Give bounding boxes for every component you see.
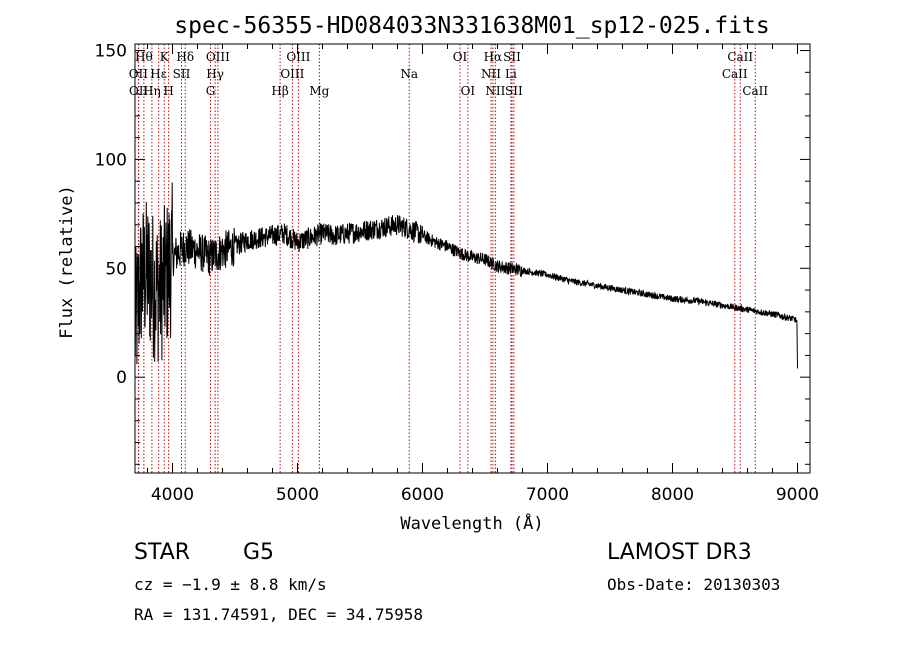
- redshift-cz: cz = −1.9 ± 8.8 km/s: [134, 575, 327, 594]
- spectral-line-label: CaII: [742, 84, 768, 98]
- y-tick-label: 50: [105, 259, 127, 279]
- y-tick-label: 100: [95, 150, 127, 170]
- spectral-subclass: G5: [243, 540, 275, 565]
- x-tick-label: 4000: [151, 485, 194, 505]
- y-axis-label: Flux (relative): [57, 185, 77, 339]
- spectral-line-label: Hη: [143, 84, 161, 98]
- spectral-line-label: OII: [129, 67, 149, 81]
- spectral-line-label: CaII: [722, 67, 748, 81]
- spectral-line-label: OI: [461, 84, 476, 98]
- spectral-line-label: SII: [505, 84, 523, 98]
- spectral-line-label: SII: [503, 50, 521, 64]
- spectral-line-label: Li: [505, 67, 517, 81]
- spectral-line-label: Hδ: [176, 50, 194, 64]
- chart-title: spec-56355-HD084033N331638M01_sp12-025.f…: [174, 13, 769, 39]
- spectral-line-label: NII: [481, 67, 501, 81]
- spectral-line-label: OIII: [286, 50, 310, 64]
- spectrum-line: [134, 182, 798, 369]
- spectral-line-label: OI: [453, 50, 468, 64]
- x-tick-label: 9000: [776, 485, 819, 505]
- spectral-line-label: SII: [173, 67, 191, 81]
- coordinates: RA = 131.74591, DEC = 34.75958: [134, 605, 423, 624]
- x-tick-label: 8000: [651, 485, 694, 505]
- x-tick-label: 5000: [276, 485, 319, 505]
- spectral-line-label: K: [160, 50, 170, 64]
- spectral-line-label: CaII: [727, 50, 753, 64]
- spectral-line-label: Hγ: [206, 67, 224, 81]
- survey-name: LAMOST DR3: [607, 540, 752, 565]
- y-tick-label: 150: [95, 42, 127, 62]
- spectral-line-label: Mg: [309, 84, 329, 98]
- x-axis: 4000 5000 6000 7000 8000 9000: [147, 44, 819, 505]
- spectral-line-label: NII: [485, 84, 505, 98]
- spectral-line-label: OIII: [206, 50, 230, 64]
- x-axis-label: Wavelength (Å): [400, 512, 543, 534]
- x-tick-label: 6000: [401, 485, 444, 505]
- spectral-line-label: Hθ: [135, 50, 153, 64]
- spectral-line-label: Hε: [150, 67, 167, 81]
- x-tick-label: 7000: [526, 485, 569, 505]
- spectral-line-markers: [137, 44, 756, 473]
- spectral-line-label: G: [206, 84, 216, 98]
- spectral-line-label: OII: [129, 84, 149, 98]
- spectral-line-labels: OII OII Hθ Hη Hε K H Hδ SII OIII Hγ G Hβ OIII OIII Mg Na…: [129, 50, 769, 98]
- object-type: STAR: [134, 540, 191, 565]
- spectral-line-label: Hα: [484, 50, 503, 64]
- spectral-line-label: Na: [400, 67, 418, 81]
- spectral-line-label: Hβ: [271, 84, 288, 98]
- obs-date: Obs-Date: 20130303: [607, 575, 781, 594]
- spectral-line-label: OIII: [280, 67, 304, 81]
- spectral-line-label: H: [163, 84, 173, 98]
- y-axis: 0 50 100 150: [95, 42, 810, 465]
- y-tick-label: 0: [116, 368, 127, 388]
